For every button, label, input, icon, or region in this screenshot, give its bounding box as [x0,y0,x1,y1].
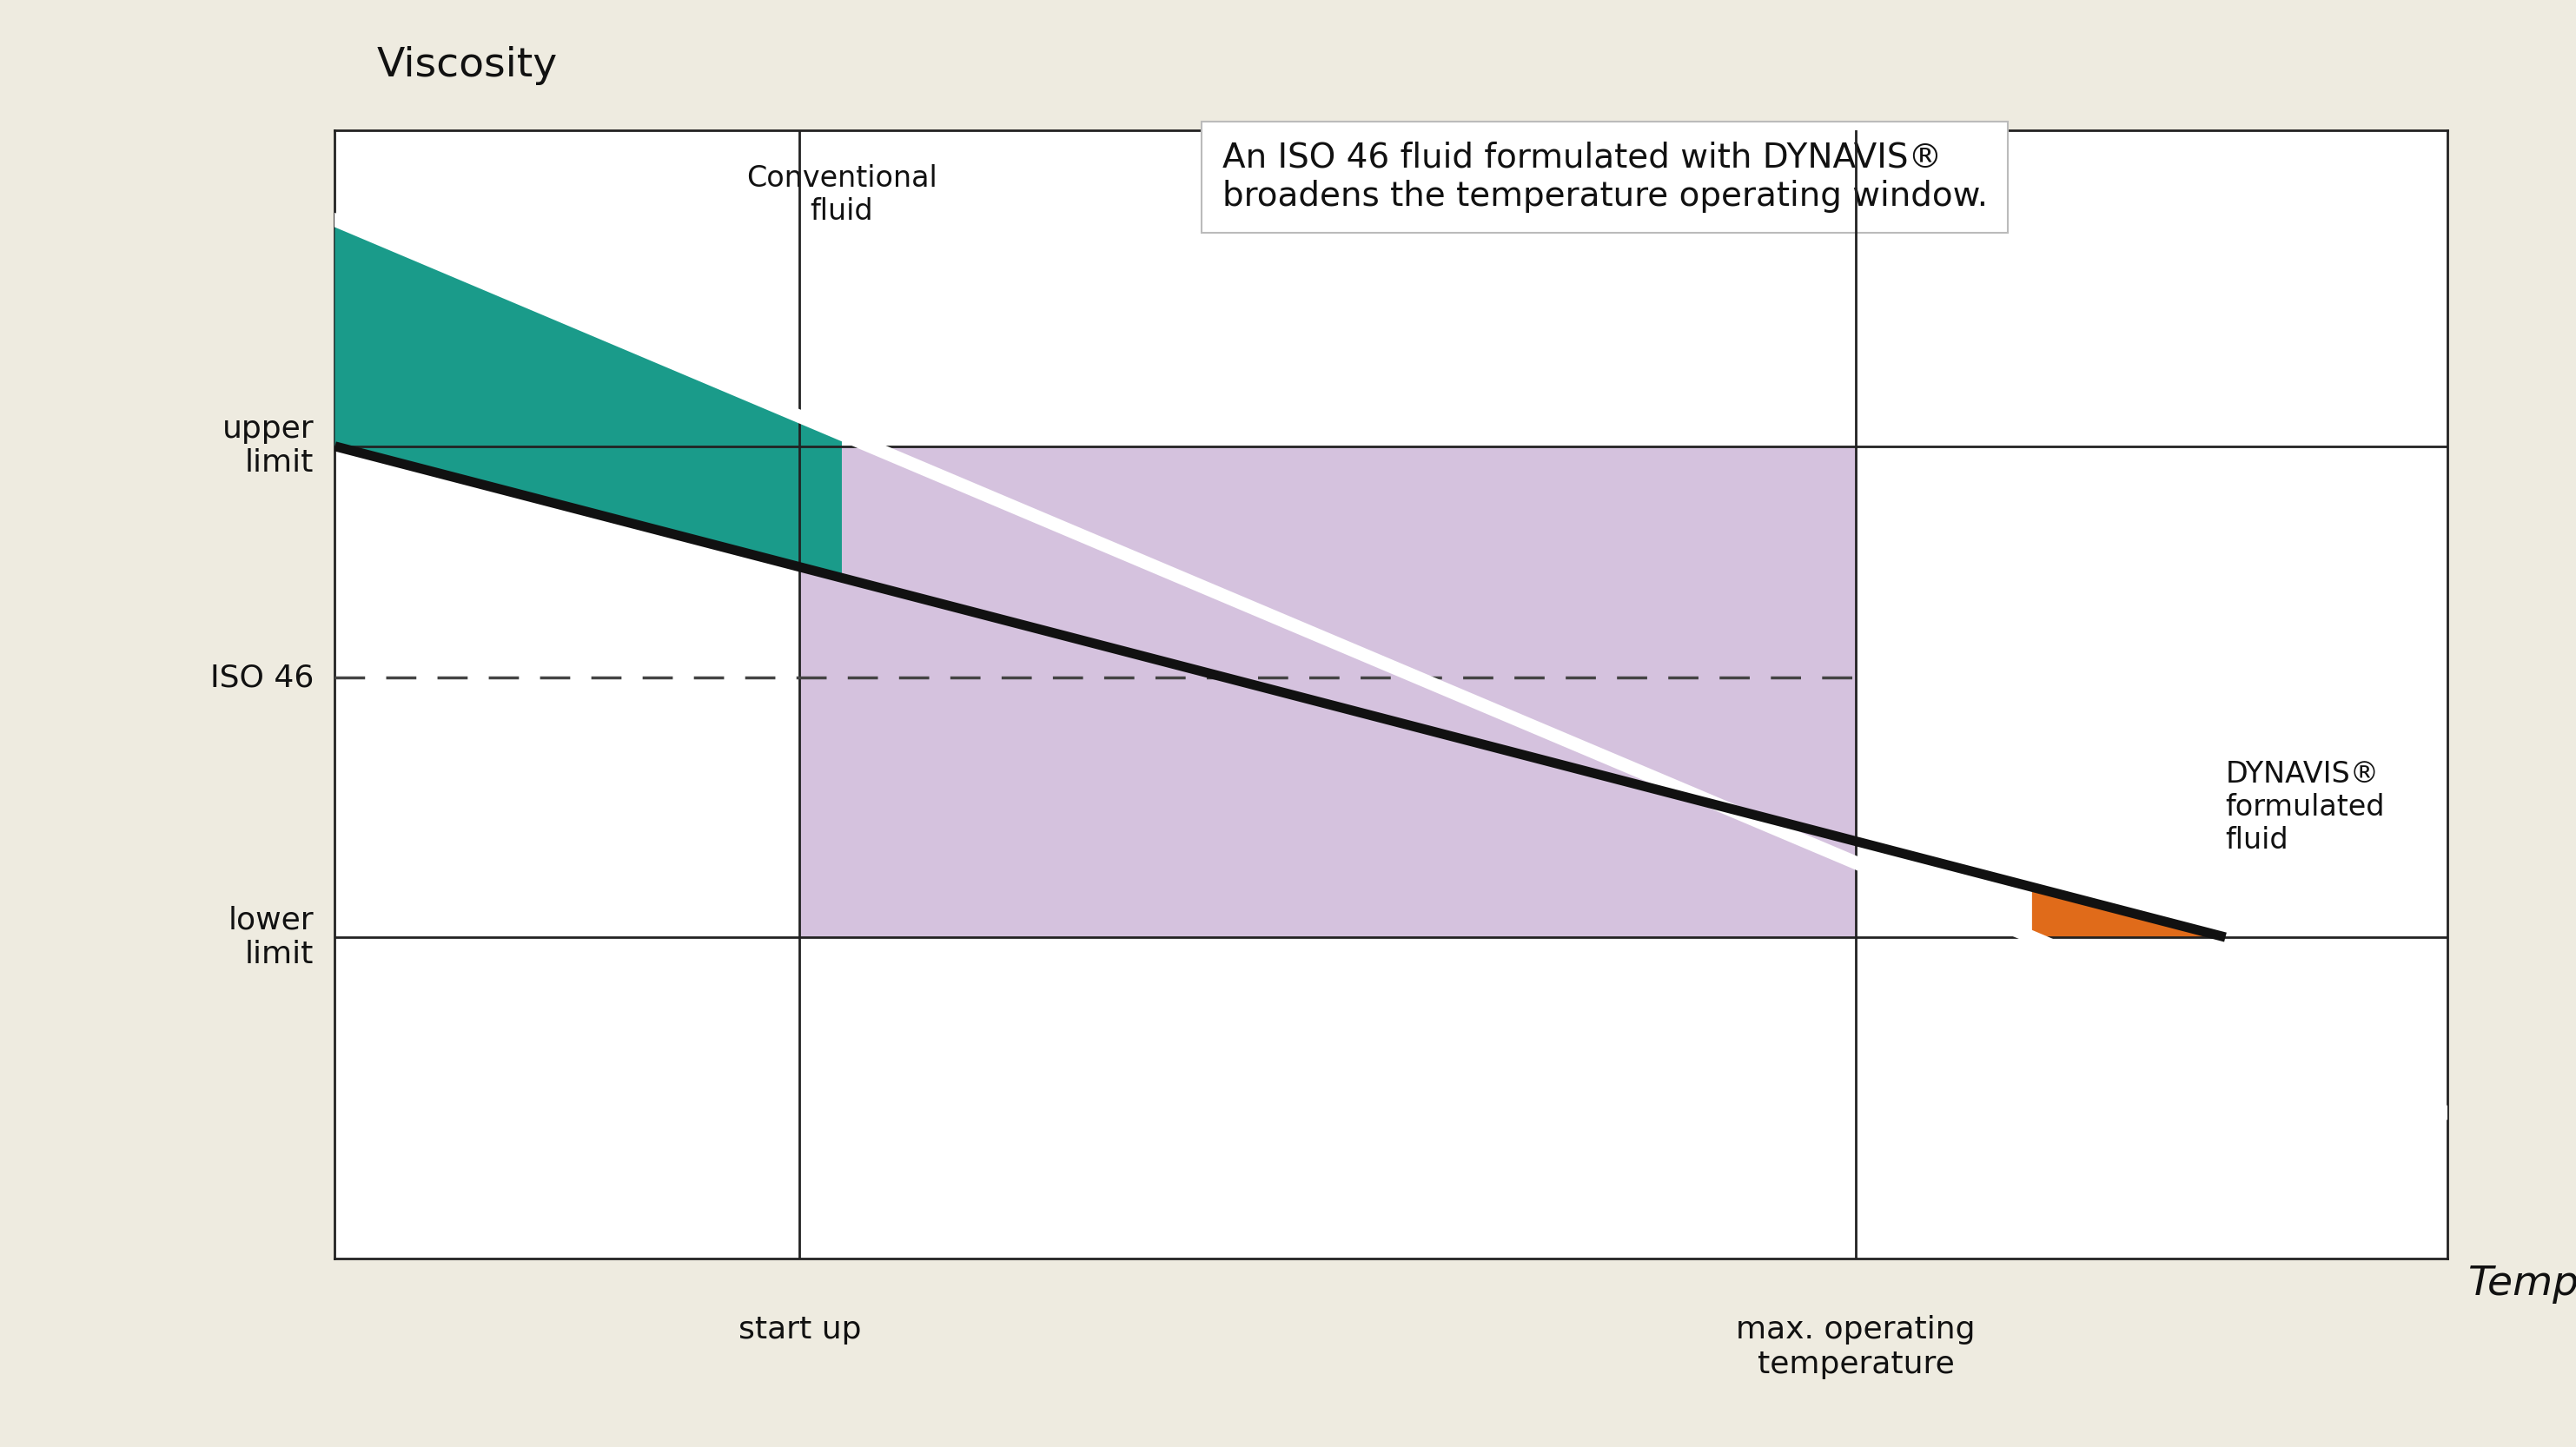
Text: ISO 46: ISO 46 [211,663,314,693]
Text: upper
limit: upper limit [222,414,314,478]
Text: DYNAVIS®
formulated
fluid: DYNAVIS® formulated fluid [2226,760,2385,855]
Text: Viscosity: Viscosity [376,46,559,85]
Polygon shape [335,220,842,577]
Text: Conventional
fluid: Conventional fluid [747,164,938,226]
Text: start up: start up [739,1315,860,1344]
Text: An ISO 46 fluid formulated with DYNAVIS®
broadens the temperature operating wind: An ISO 46 fluid formulated with DYNAVIS®… [1221,142,1989,213]
Text: Temperature: Temperature [2468,1265,2576,1304]
Polygon shape [2032,887,2226,938]
Text: lower
limit: lower limit [229,906,314,969]
Bar [799,446,1855,938]
Text: max. operating
temperature: max. operating temperature [1736,1315,1976,1379]
